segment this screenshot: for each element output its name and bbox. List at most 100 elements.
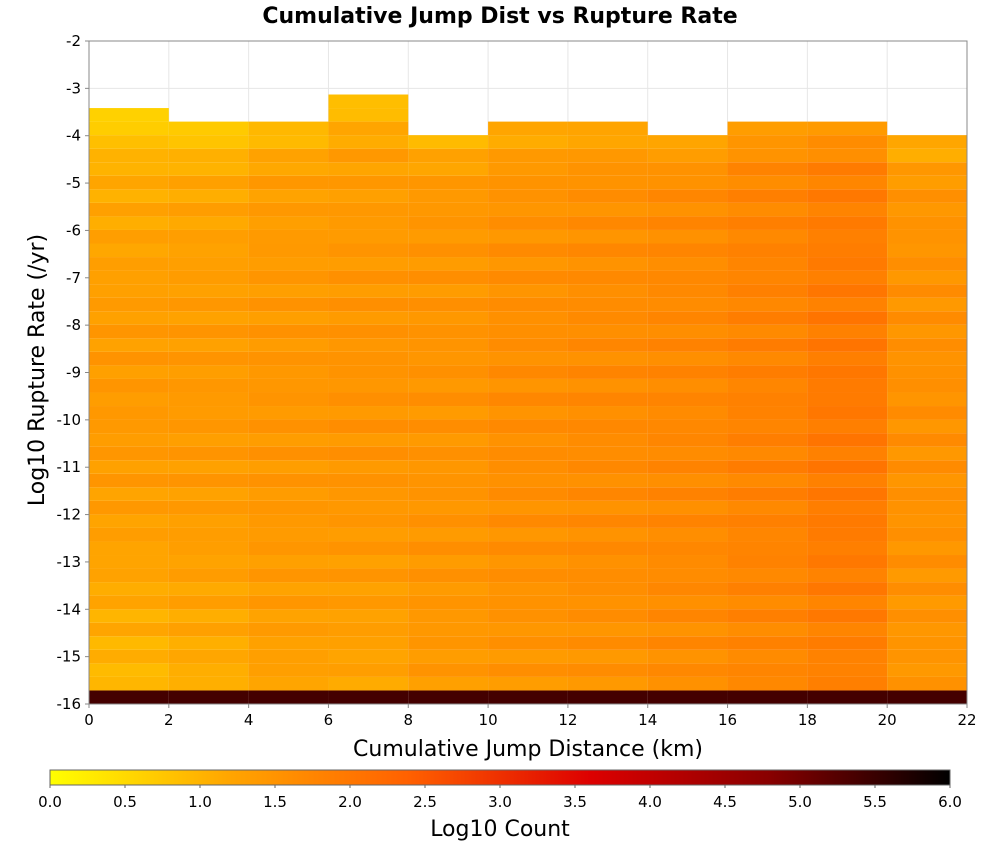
- heatmap-cell: [328, 568, 409, 583]
- heatmap-cell: [89, 622, 169, 637]
- heatmap-cell: [887, 500, 967, 515]
- heatmap-cell: [807, 189, 888, 203]
- heatmap-cell: [887, 636, 967, 650]
- heatmap-cell: [328, 514, 409, 528]
- heatmap-cell: [168, 690, 249, 704]
- heatmap-cell: [248, 392, 329, 407]
- x-tick-label: 16: [718, 711, 737, 729]
- heatmap-cell: [567, 365, 648, 379]
- heatmap-cell: [328, 338, 409, 352]
- heatmap-cell: [727, 406, 808, 420]
- y-tick-label: -8: [66, 316, 81, 334]
- heatmap-cell: [328, 406, 409, 420]
- heatmap-cell: [328, 351, 409, 366]
- heatmap-cell: [807, 243, 888, 258]
- heatmap-cell: [408, 392, 489, 407]
- heatmap-cell: [408, 189, 489, 203]
- colorbar-tick-label: 5.0: [788, 793, 812, 811]
- heatmap-cell: [807, 202, 888, 217]
- heatmap-cell: [89, 609, 169, 623]
- heatmap-cell: [408, 216, 489, 230]
- heatmap-cell: [248, 406, 329, 420]
- heatmap-cell: [887, 297, 967, 312]
- heatmap-cell: [89, 297, 169, 312]
- heatmap-cell: [727, 527, 808, 542]
- heatmap-cell: [248, 446, 329, 461]
- heatmap-cell: [727, 636, 808, 650]
- heatmap-cell: [248, 649, 329, 664]
- heatmap-cell: [807, 311, 888, 325]
- heatmap-cell: [408, 487, 489, 501]
- heatmap-cell: [807, 392, 888, 407]
- heatmap-cell: [248, 595, 329, 610]
- heatmap-cell: [887, 392, 967, 407]
- heatmap-cell: [887, 311, 967, 325]
- heatmap-cell: [328, 229, 409, 244]
- heatmap-cell: [727, 595, 808, 610]
- heatmap-cell: [408, 406, 489, 420]
- colorbar-tick-label: 2.5: [413, 793, 437, 811]
- heatmap-cell: [408, 351, 489, 366]
- heatmap-cell: [567, 324, 648, 339]
- heatmap-cell: [567, 419, 648, 434]
- heatmap-cell: [168, 121, 249, 136]
- heatmap-cell: [727, 514, 808, 528]
- heatmap-cell: [488, 500, 568, 515]
- heatmap-cell: [328, 378, 409, 393]
- heatmap-cell: [328, 527, 409, 542]
- heatmap-cell: [647, 663, 728, 677]
- heatmap-cell: [89, 175, 169, 190]
- heatmap-cell: [168, 284, 249, 298]
- heatmap-cell: [807, 406, 888, 420]
- heatmap-cell: [89, 595, 169, 610]
- heatmap-cell: [408, 257, 489, 271]
- heatmap-cell: [248, 270, 329, 285]
- colorbar: [49, 769, 951, 786]
- heatmap-cell: [408, 378, 489, 393]
- heatmap-cell: [647, 202, 728, 217]
- x-tick-label: 22: [957, 711, 976, 729]
- y-tick-label: -13: [57, 553, 82, 571]
- heatmap-cell: [328, 202, 409, 217]
- heatmap-cell: [727, 676, 808, 691]
- heatmap-cell: [248, 121, 329, 136]
- heatmap-cell: [567, 202, 648, 217]
- heatmap-cell: [887, 338, 967, 352]
- heatmap-cell: [328, 690, 409, 704]
- heatmap-cell: [248, 229, 329, 244]
- y-tick-label: -6: [66, 221, 81, 239]
- heatmap-cell: [887, 514, 967, 528]
- heatmap-cell: [887, 446, 967, 461]
- heatmap-cell: [248, 690, 329, 704]
- heatmap-cell: [727, 243, 808, 258]
- heatmap-cell: [807, 229, 888, 244]
- heatmap-cell: [488, 527, 568, 542]
- y-tick-label: -16: [57, 695, 82, 713]
- heatmap-cell: [89, 338, 169, 352]
- heatmap-cell: [647, 419, 728, 434]
- heatmap-cell: [89, 392, 169, 407]
- heatmap-cell: [567, 487, 648, 501]
- heatmap-cell: [647, 175, 728, 190]
- heatmap-cell: [567, 351, 648, 366]
- heatmap-cell: [248, 148, 329, 163]
- heatmap-cell: [887, 324, 967, 339]
- colorbar-tick-label: 3.5: [563, 793, 587, 811]
- heatmap-cell: [408, 527, 489, 542]
- heatmap-cell: [328, 189, 409, 203]
- heatmap-cell: [807, 135, 888, 149]
- heatmap-cell: [567, 406, 648, 420]
- heatmap-cell: [488, 582, 568, 596]
- heatmap-cell: [408, 500, 489, 515]
- heatmap-cell: [807, 541, 888, 556]
- heatmap-cell: [488, 487, 568, 501]
- heatmap-cell: [647, 284, 728, 298]
- colorbar-label: Log10 Count: [430, 817, 570, 842]
- heatmap-cell: [168, 419, 249, 434]
- heatmap-cell: [248, 473, 329, 488]
- heatmap-cell: [887, 527, 967, 542]
- heatmap-cell: [408, 541, 489, 556]
- heatmap-cell: [807, 338, 888, 352]
- heatmap-cell: [647, 487, 728, 501]
- heatmap-cell: [567, 135, 648, 149]
